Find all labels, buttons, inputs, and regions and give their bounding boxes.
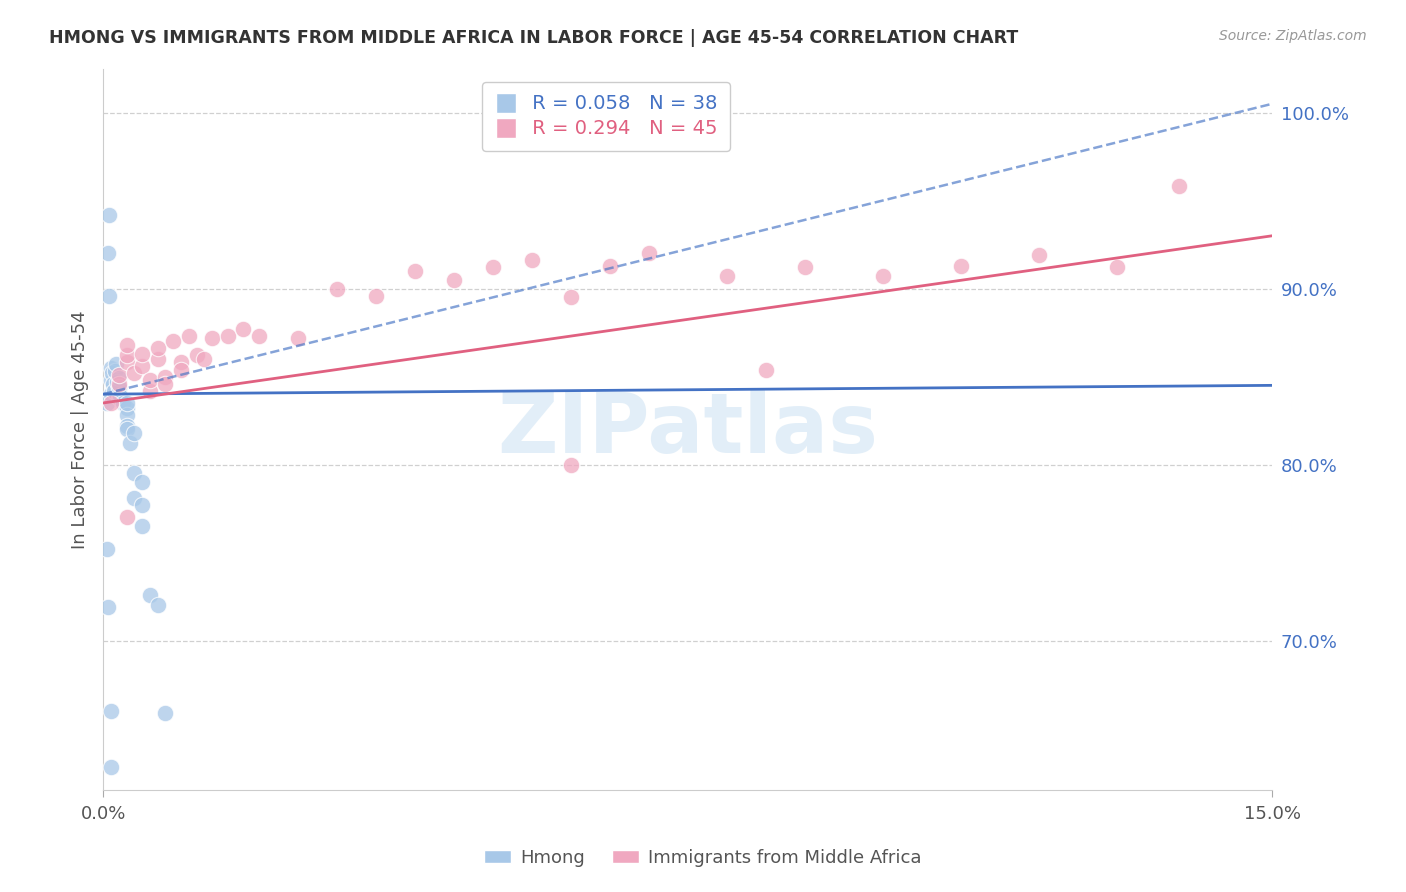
Point bbox=[193, 351, 215, 366]
Point bbox=[131, 346, 153, 360]
Point bbox=[793, 260, 815, 275]
Point bbox=[124, 425, 146, 440]
Point bbox=[560, 290, 582, 304]
Point bbox=[107, 371, 129, 385]
Point bbox=[120, 436, 142, 450]
Point bbox=[115, 409, 138, 423]
Point bbox=[97, 246, 120, 260]
Point bbox=[115, 418, 138, 433]
Point bbox=[115, 396, 138, 410]
Point bbox=[482, 260, 505, 275]
Point bbox=[107, 391, 129, 405]
Point bbox=[104, 364, 127, 378]
Point bbox=[100, 396, 122, 410]
Text: ZIPatlas: ZIPatlas bbox=[498, 389, 879, 470]
Point bbox=[96, 396, 118, 410]
Point bbox=[155, 376, 177, 391]
Y-axis label: In Labor Force | Age 45-54: In Labor Force | Age 45-54 bbox=[72, 310, 89, 549]
Point bbox=[443, 273, 465, 287]
Point bbox=[115, 401, 138, 416]
Point bbox=[131, 519, 153, 533]
Point bbox=[599, 259, 621, 273]
Point bbox=[637, 246, 659, 260]
Point bbox=[755, 362, 778, 376]
Point bbox=[107, 382, 129, 396]
Point bbox=[170, 355, 193, 369]
Point bbox=[716, 269, 738, 284]
Point bbox=[103, 376, 125, 391]
Point bbox=[100, 704, 122, 718]
Point bbox=[131, 359, 153, 373]
Point bbox=[177, 329, 200, 343]
Point bbox=[1105, 260, 1128, 275]
Point bbox=[107, 368, 129, 382]
Legend: Hmong, Immigrants from Middle Africa: Hmong, Immigrants from Middle Africa bbox=[477, 842, 929, 874]
Point bbox=[111, 396, 134, 410]
Point bbox=[98, 288, 121, 302]
Point bbox=[520, 253, 543, 268]
Point bbox=[872, 269, 894, 284]
Point bbox=[115, 422, 138, 436]
Point bbox=[560, 458, 582, 472]
Point bbox=[124, 366, 146, 380]
Point bbox=[326, 281, 349, 295]
Point bbox=[1168, 179, 1191, 194]
Point bbox=[110, 389, 132, 403]
Point bbox=[232, 322, 254, 336]
Point bbox=[1028, 248, 1050, 262]
Text: HMONG VS IMMIGRANTS FROM MIDDLE AFRICA IN LABOR FORCE | AGE 45-54 CORRELATION CH: HMONG VS IMMIGRANTS FROM MIDDLE AFRICA I… bbox=[49, 29, 1018, 46]
Point bbox=[155, 706, 177, 720]
Point bbox=[146, 599, 169, 613]
Point bbox=[139, 588, 162, 602]
Point bbox=[124, 491, 146, 505]
Point bbox=[100, 373, 122, 387]
Point bbox=[96, 542, 118, 557]
Point bbox=[97, 208, 120, 222]
Point bbox=[101, 366, 124, 380]
Point bbox=[287, 331, 309, 345]
Point bbox=[404, 264, 426, 278]
Point bbox=[949, 259, 972, 273]
Point bbox=[100, 760, 122, 774]
Point bbox=[103, 384, 125, 398]
Point bbox=[105, 375, 128, 389]
Point bbox=[131, 498, 153, 512]
Point bbox=[131, 475, 153, 490]
Point bbox=[107, 376, 129, 391]
Point bbox=[201, 331, 224, 345]
Point bbox=[162, 334, 184, 349]
Point bbox=[146, 342, 169, 356]
Point bbox=[115, 355, 138, 369]
Point bbox=[247, 329, 270, 343]
Legend:  R = 0.058   N = 38,  R = 0.294   N = 45: R = 0.058 N = 38, R = 0.294 N = 45 bbox=[482, 82, 730, 151]
Point bbox=[115, 348, 138, 362]
Point bbox=[186, 348, 208, 362]
Point bbox=[107, 380, 129, 394]
Point bbox=[115, 338, 138, 352]
Point bbox=[155, 369, 177, 384]
Point bbox=[97, 600, 120, 615]
Point bbox=[124, 467, 146, 481]
Point bbox=[100, 387, 122, 401]
Point bbox=[100, 360, 122, 375]
Point bbox=[139, 384, 162, 398]
Text: Source: ZipAtlas.com: Source: ZipAtlas.com bbox=[1219, 29, 1367, 43]
Point bbox=[115, 510, 138, 524]
Point bbox=[217, 329, 239, 343]
Point bbox=[364, 288, 387, 302]
Point bbox=[139, 373, 162, 387]
Point bbox=[104, 357, 127, 371]
Point bbox=[146, 351, 169, 366]
Point bbox=[170, 362, 193, 376]
